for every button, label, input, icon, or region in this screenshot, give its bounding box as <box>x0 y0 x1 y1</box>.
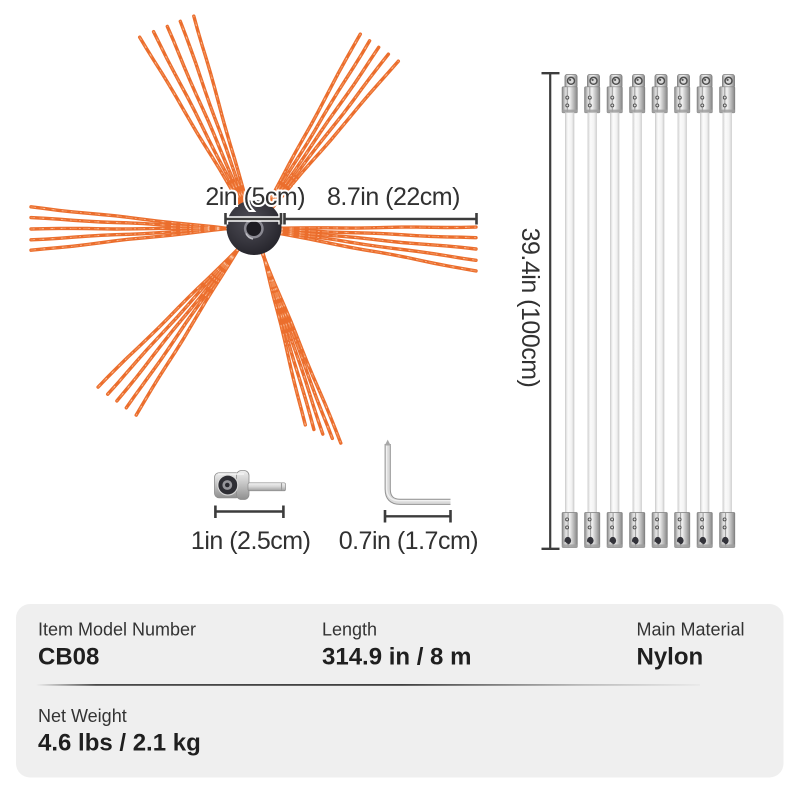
svg-text:CB08: CB08 <box>38 644 99 671</box>
svg-text:Main Material: Main Material <box>637 620 745 640</box>
svg-text:2in (5cm): 2in (5cm) <box>205 183 305 211</box>
svg-text:39.4in (100cm): 39.4in (100cm) <box>516 228 544 388</box>
svg-text:314.9 in / 8 m: 314.9 in / 8 m <box>322 644 471 671</box>
svg-text:4.6 lbs / 2.1 kg: 4.6 lbs / 2.1 kg <box>38 730 201 757</box>
svg-text:Length: Length <box>322 620 377 640</box>
svg-text:0.7in (1.7cm): 0.7in (1.7cm) <box>339 527 478 555</box>
svg-text:8.7in (22cm): 8.7in (22cm) <box>327 183 460 211</box>
svg-text:Nylon: Nylon <box>637 644 704 671</box>
svg-text:1in (2.5cm): 1in (2.5cm) <box>191 527 311 555</box>
svg-text:Net Weight: Net Weight <box>38 706 127 726</box>
svg-text:Item Model Number: Item Model Number <box>38 620 196 640</box>
